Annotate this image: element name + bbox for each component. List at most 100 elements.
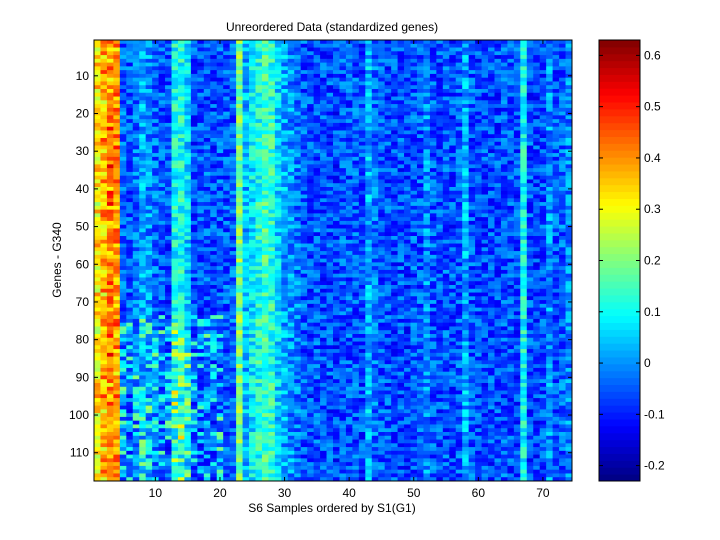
heatmap-cell [391,228,398,233]
heatmap-cell [255,228,263,233]
heatmap-cell [145,213,153,218]
heatmap-cell [106,228,114,233]
heatmap-cell [152,228,159,233]
heatmap-cell [190,100,198,105]
heatmap-cell [190,138,198,143]
heatmap-cell [410,156,418,162]
heatmap-cell [197,254,205,260]
heatmap-cell [274,258,282,263]
heatmap-cell [255,145,263,150]
heatmap-cell [423,122,431,128]
heatmap-cell [281,96,289,101]
heatmap-cell [345,194,353,199]
heatmap-cell [416,236,424,241]
heatmap-cell [326,130,334,135]
heatmap-cell [249,70,256,75]
heatmap-cell [287,213,295,218]
heatmap-cell [326,85,334,90]
heatmap-cell [300,292,308,297]
heatmap-cell [488,232,495,237]
heatmap-cell [442,145,450,150]
heatmap-cell [423,285,431,290]
heatmap-cell [455,141,463,146]
heatmap-cell [546,130,554,135]
heatmap-cell [481,224,489,229]
heatmap-cell [339,100,347,105]
heatmap-cell [365,262,373,267]
heatmap-cell [320,70,327,75]
heatmap-cell [481,198,489,203]
heatmap-cell [333,160,340,165]
heatmap-cell [139,281,147,286]
heatmap-cell [152,115,159,120]
heatmap-cell [500,217,508,222]
heatmap-cell [539,239,547,244]
heatmap-cell [345,81,353,86]
heatmap-cell [313,205,321,211]
heatmap-cell [462,153,470,158]
heatmap-cell [261,171,269,177]
heatmap-cell [171,183,179,188]
heatmap-cell [158,194,166,199]
heatmap-cell [197,281,205,286]
heatmap-cell [546,89,554,94]
heatmap-cell [145,232,153,237]
heatmap-cell [546,70,554,75]
heatmap-cell [468,160,476,165]
heatmap-cell [533,126,541,131]
heatmap-cell [268,62,276,67]
heatmap-cell [404,285,411,290]
heatmap-cell [255,43,263,48]
heatmap-cell [333,194,340,199]
heatmap-cell [190,156,198,162]
heatmap-cell [436,104,444,109]
heatmap-cell [158,156,166,162]
heatmap-cell [216,58,224,64]
heatmap-cell [94,85,101,90]
heatmap-cell [190,164,198,169]
heatmap-cell [339,232,347,237]
heatmap-cell [416,100,424,105]
heatmap-cell [488,164,495,169]
heatmap-cell [203,119,211,124]
heatmap-cell [190,153,198,158]
heatmap-cell [358,175,366,180]
heatmap-cell [294,251,302,256]
heatmap-cell [326,100,334,105]
heatmap-cell [365,202,373,207]
heatmap-cell [345,77,353,82]
heatmap-cell [533,273,541,278]
heatmap-cell [119,40,127,45]
heatmap-cell [468,183,476,188]
heatmap-cell [352,62,360,67]
heatmap-cell [229,251,237,256]
heatmap-cell [132,107,140,113]
heatmap-cell [268,187,276,192]
heatmap-cell [203,89,211,94]
heatmap-cell [300,183,308,188]
heatmap-cell [488,209,495,214]
heatmap-cell [494,232,502,237]
heatmap-cell [223,190,231,195]
heatmap-cell [378,273,386,278]
heatmap-cell [165,156,172,162]
heatmap-cell [481,194,489,199]
heatmap-cell [513,236,521,241]
heatmap-cell [526,77,534,82]
heatmap-cell [384,134,392,139]
heatmap-cell [132,190,140,195]
heatmap-cell [210,262,218,267]
heatmap-cell [313,104,321,109]
heatmap-cell [158,111,166,116]
heatmap-cell [100,194,108,199]
heatmap-cell [119,141,127,146]
heatmap-cell [513,247,521,252]
heatmap-cell [255,126,263,131]
heatmap-cell [397,262,405,267]
heatmap-cell [481,89,489,94]
heatmap-cell [119,81,127,86]
heatmap-cell [429,164,437,169]
heatmap-cell [468,40,476,45]
heatmap-cell [190,145,198,150]
heatmap-cell [539,285,547,290]
